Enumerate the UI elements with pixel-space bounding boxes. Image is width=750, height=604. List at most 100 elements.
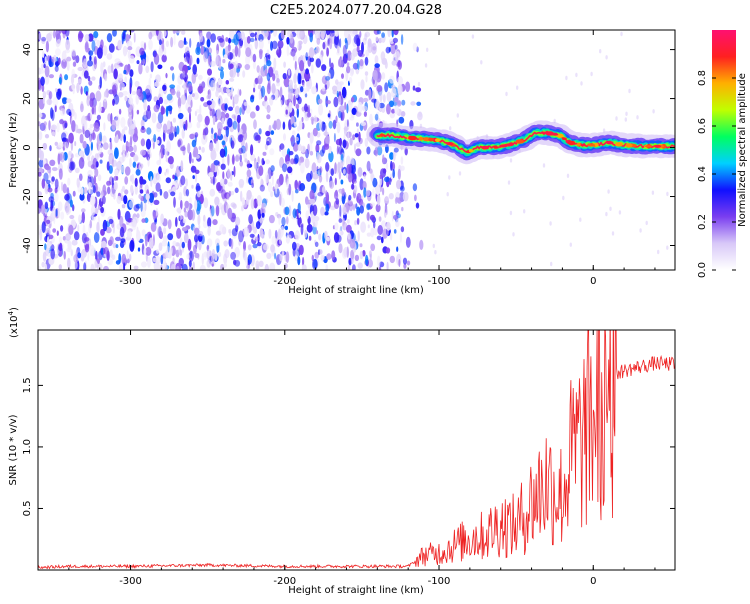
noise-blob	[199, 104, 202, 116]
y-tick-label: 1.0	[22, 439, 33, 455]
noise-blob	[181, 128, 185, 139]
noise-blob	[161, 54, 167, 63]
noise-blob	[157, 226, 163, 238]
noise-blob	[97, 258, 100, 264]
noise-blob	[359, 243, 363, 248]
noise-blob	[302, 87, 308, 95]
noise-blob	[214, 252, 218, 261]
noise-blob	[51, 167, 58, 172]
noise-blob	[140, 40, 145, 48]
noise-blob	[197, 214, 201, 226]
noise-blob	[189, 197, 192, 205]
noise-blob	[258, 48, 263, 55]
noise-blob	[272, 186, 275, 192]
noise-blob	[217, 128, 222, 137]
noise-blob	[234, 60, 239, 69]
noise-blob	[183, 123, 186, 131]
noise-blob	[43, 63, 46, 69]
noise-blob	[45, 40, 50, 53]
snr-y-scale-suffix: )	[9, 307, 20, 311]
noise-blob	[394, 44, 398, 50]
x-tick-label: 0	[590, 576, 596, 587]
noise-blob	[395, 196, 399, 203]
noise-blob	[141, 229, 146, 237]
noise-blob	[59, 119, 64, 125]
noise-blob	[348, 76, 353, 84]
tone-hotspot	[580, 143, 587, 147]
noise-blob	[124, 176, 129, 185]
noise-blob	[274, 183, 279, 190]
noise-blob	[400, 111, 406, 117]
noise-blob	[347, 232, 351, 240]
noise-blob	[309, 32, 314, 43]
noise-blob	[292, 208, 297, 219]
noise-blob	[355, 203, 358, 210]
noise-blob	[415, 87, 422, 93]
noise-blob	[329, 180, 335, 189]
noise-blob	[91, 39, 96, 52]
noise-blob	[359, 178, 364, 191]
noise-blob	[234, 45, 239, 57]
noise-blob	[369, 214, 376, 221]
noise-blob	[364, 71, 369, 76]
noise-blob	[68, 111, 72, 117]
noise-blob	[119, 226, 125, 238]
noise-blob	[372, 188, 375, 197]
noise-blob	[333, 96, 339, 108]
noise-blob	[385, 247, 391, 254]
noise-blob	[141, 218, 146, 223]
noise-blob	[516, 85, 519, 90]
tone-hotspot	[408, 135, 417, 141]
noise-blob	[322, 186, 326, 194]
noise-blob	[47, 187, 53, 193]
noise-blob	[298, 159, 302, 166]
noise-blob	[188, 260, 192, 267]
noise-blob	[128, 97, 134, 105]
noise-blob	[321, 86, 326, 92]
noise-blob	[230, 202, 236, 208]
noise-blob	[396, 179, 402, 190]
noise-blob	[628, 88, 631, 94]
noise-blob	[624, 117, 627, 122]
noise-blob	[241, 205, 244, 212]
noise-blob	[312, 221, 316, 228]
noise-blob	[217, 251, 222, 258]
noise-blob	[155, 74, 161, 83]
noise-blob	[153, 134, 157, 143]
noise-blob	[170, 37, 174, 48]
noise-blob	[134, 177, 138, 187]
noise-blob	[270, 130, 275, 136]
noise-blob	[317, 192, 324, 197]
noise-blob	[75, 55, 80, 64]
noise-blob	[302, 256, 305, 267]
noise-blob	[167, 219, 172, 230]
noise-blob	[180, 199, 183, 210]
noise-blob	[93, 158, 97, 169]
noise-blob	[74, 141, 77, 147]
noise-blob	[338, 110, 342, 119]
noise-blob	[196, 191, 201, 198]
noise-blob	[66, 61, 70, 71]
noise-blob	[376, 145, 383, 156]
noise-blob	[312, 225, 317, 235]
noise-blob	[76, 177, 80, 188]
noise-blob	[379, 90, 383, 103]
noise-blob	[57, 207, 61, 219]
noise-blob	[223, 240, 228, 247]
noise-blob	[206, 248, 211, 261]
noise-blob	[298, 120, 303, 131]
noise-blob	[38, 176, 42, 182]
noise-blob	[172, 117, 177, 123]
noise-blob	[350, 249, 355, 260]
noise-blob	[618, 210, 622, 215]
figure-title: C2E5.2024.077.20.04.G28	[270, 3, 442, 18]
noise-blob	[318, 103, 324, 116]
noise-blob	[255, 221, 261, 230]
noise-blob	[215, 238, 220, 246]
noise-blob	[53, 214, 56, 225]
noise-blob	[110, 112, 113, 125]
noise-blob	[108, 43, 115, 53]
noise-blob	[67, 177, 71, 186]
noise-blob	[207, 90, 210, 95]
noise-blob	[402, 257, 408, 265]
